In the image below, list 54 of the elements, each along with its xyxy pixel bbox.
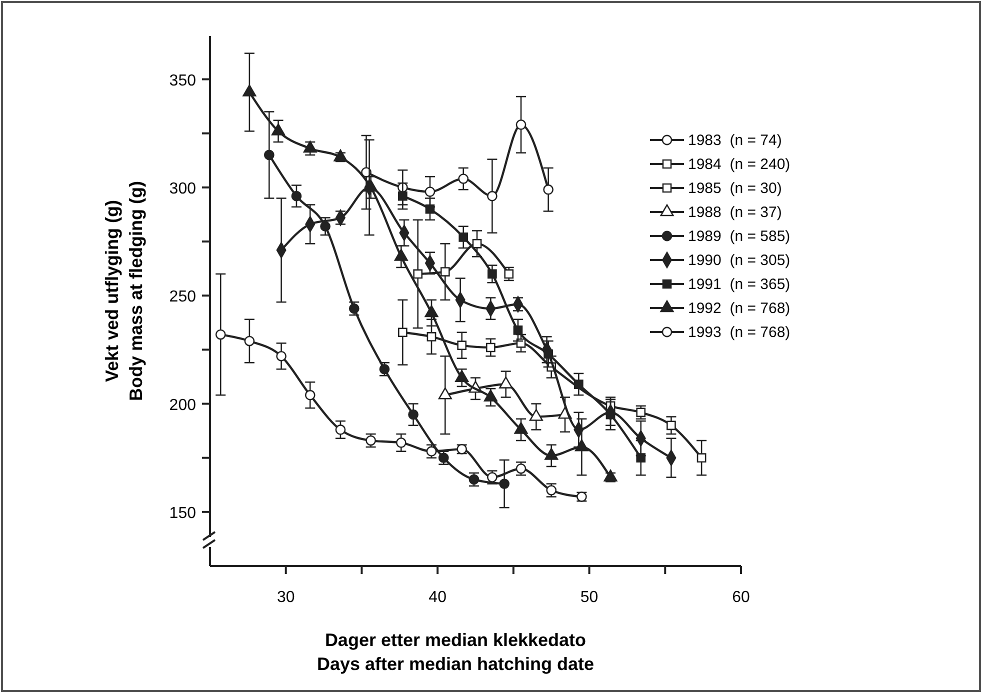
point xyxy=(513,326,523,335)
y-tick-label: 350 xyxy=(169,72,196,90)
point xyxy=(666,420,676,430)
x-tick-label: 30 xyxy=(276,589,295,606)
point xyxy=(408,409,418,420)
point xyxy=(335,424,346,435)
point xyxy=(458,232,468,242)
point xyxy=(636,453,646,463)
x-axis-title: Dager etter median klekkedato Days after median hatching date xyxy=(316,630,594,674)
point xyxy=(457,340,467,350)
point xyxy=(398,191,408,201)
legend-label: 1985 (n = 30) xyxy=(688,180,782,197)
legend-label: 1989 (n = 585) xyxy=(688,228,790,245)
point xyxy=(264,150,274,160)
x-tick-label: 60 xyxy=(732,589,750,606)
point xyxy=(544,349,553,359)
point xyxy=(574,380,584,389)
point xyxy=(426,332,436,342)
point xyxy=(458,174,469,184)
point xyxy=(396,438,406,448)
point xyxy=(472,239,482,248)
legend-label: 1990 (n = 305) xyxy=(688,252,790,269)
point xyxy=(276,350,286,362)
x-tick-label: 50 xyxy=(580,589,598,606)
point xyxy=(215,329,226,340)
point xyxy=(486,342,496,352)
point xyxy=(543,184,554,195)
y-tick-label: 250 xyxy=(169,288,196,306)
point xyxy=(398,328,408,338)
point xyxy=(488,269,497,279)
point xyxy=(504,269,514,279)
point xyxy=(413,269,423,279)
point xyxy=(425,204,435,214)
y-tick-label: 300 xyxy=(169,180,196,198)
point xyxy=(424,186,436,197)
y-axis-title: Vekt ved utflyging (g) Body mass at fledging (g) xyxy=(102,180,146,402)
legend-label: 1992 (n = 768) xyxy=(688,300,790,317)
point xyxy=(304,390,316,400)
legend-label: 1993 (n = 768) xyxy=(688,324,790,341)
y-tick-label: 200 xyxy=(169,396,196,414)
point xyxy=(696,453,706,463)
point xyxy=(244,336,255,346)
point xyxy=(486,190,498,202)
point xyxy=(291,190,302,202)
legend-label: 1984 (n = 240) xyxy=(688,156,790,173)
point xyxy=(516,120,526,130)
legend-label: 1983 (n = 74) xyxy=(688,132,782,149)
x-tick-label: 40 xyxy=(428,589,447,606)
y-tick-label: 150 xyxy=(169,504,196,522)
legend-label: 1988 (n = 37) xyxy=(688,204,782,221)
legend-label: 1991 (n = 365) xyxy=(688,276,790,293)
point xyxy=(499,478,510,489)
point xyxy=(440,267,450,276)
point xyxy=(320,221,330,232)
